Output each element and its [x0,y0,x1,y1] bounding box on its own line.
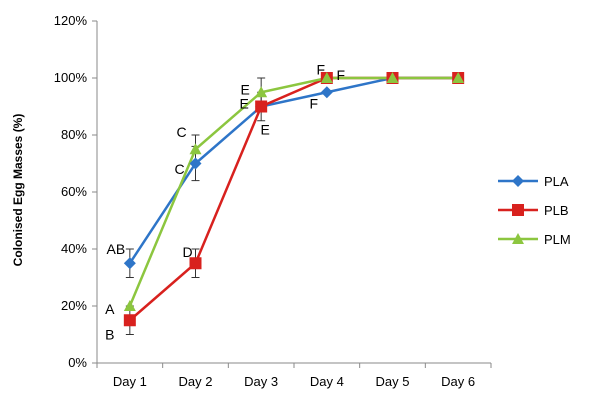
y-tick-label: 40% [61,241,87,256]
x-tick-label: Day 2 [179,374,213,389]
data-point-plb [189,257,202,270]
legend-label-plb: PLB [544,203,569,218]
legend-label-plm: PLM [544,232,571,247]
series-line-plm [128,76,459,307]
x-tick-label: Day 3 [244,374,278,389]
data-point-plm [189,143,202,155]
annotation-label: C [176,124,186,140]
y-axis-title: Colonised Egg Masses (%) [11,114,25,267]
annotation-label: E [240,81,249,97]
y-tick-label: 80% [61,127,87,142]
y-tick-label: 120% [54,13,88,28]
data-point-pla [320,86,333,99]
annotation-label: C [174,161,184,177]
data-point-plm [123,300,136,311]
data-point-plb [255,100,268,113]
data-point-pla [123,257,136,270]
annotation-label: F [337,67,346,83]
x-tick-label: Day 5 [376,374,410,389]
annotation-label: F [310,96,319,112]
annotation-label: E [260,121,269,137]
x-tick-label: Day 6 [441,374,475,389]
legend-label-pla: PLA [544,174,569,189]
legend-marker-plb [512,204,524,216]
annotation-label: AB [106,241,125,257]
data-point-plb [123,314,136,327]
legend-marker-pla [512,175,524,187]
y-tick-label: 60% [61,184,87,199]
annotation-label: B [105,327,114,343]
x-tick-label: Day 1 [113,374,147,389]
data-point-plm [452,72,465,83]
data-point-plm [320,72,333,83]
y-tick-label: 100% [54,70,88,85]
y-tick-label: 0% [68,355,87,370]
x-tick-label: Day 4 [310,374,344,389]
data-point-plm [386,72,399,83]
data-point-pla [189,157,202,170]
annotation-label: E [239,96,248,112]
annotation-label: F [317,61,326,77]
annotation-label: A [105,301,115,317]
y-tick-label: 20% [61,298,87,313]
annotation-label: D [182,244,192,260]
series-line-plb [129,76,459,322]
data-point-plm [255,86,268,98]
legend-marker-plm [512,233,524,244]
